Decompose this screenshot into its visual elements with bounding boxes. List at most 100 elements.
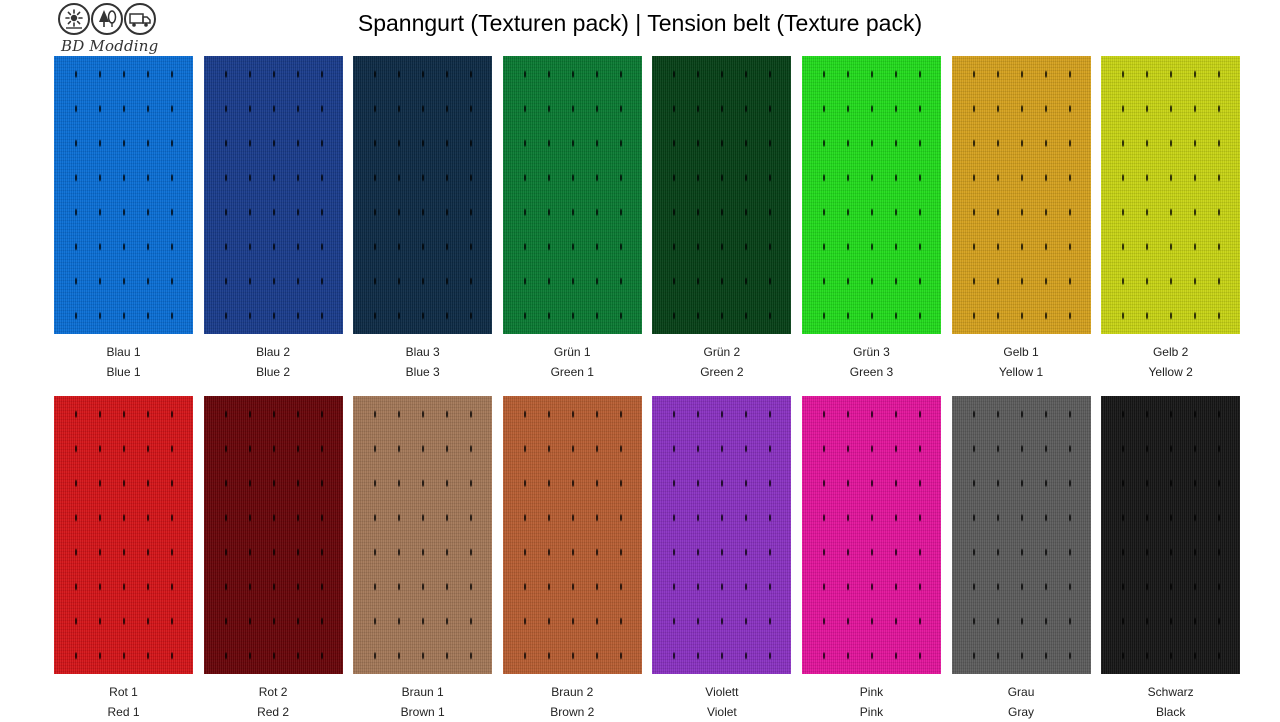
texture-item: Grün 1 Green 1 (502, 56, 642, 382)
texture-item: Grau Gray (951, 396, 1091, 722)
logo-text: BD Modding (61, 37, 159, 55)
swatch-labels: Gelb 2 Yellow 2 (1149, 342, 1193, 382)
label-english: Blue 3 (405, 365, 440, 379)
texture-item: Gelb 1 Yellow 1 (951, 56, 1091, 382)
label-english: Red 1 (107, 705, 140, 719)
stitch-pattern (951, 56, 1091, 334)
label-german: Blau 3 (405, 345, 440, 359)
color-swatch (1101, 56, 1241, 334)
swatch-labels: Gelb 1 Yellow 1 (999, 342, 1043, 382)
swatch-labels: Rot 2 Red 2 (257, 682, 289, 722)
label-german: Schwarz (1147, 685, 1194, 699)
stitch-pattern (801, 396, 941, 674)
label-english: Red 2 (257, 705, 290, 719)
color-swatch (951, 56, 1091, 334)
swatch-labels: Braun 1 Brown 1 (401, 682, 445, 722)
swatch-labels: Grün 3 Green 3 (850, 342, 893, 382)
swatch-labels: Blau 2 Blue 2 (256, 342, 290, 382)
label-german: Braun 1 (401, 685, 444, 699)
label-german: Grün 2 (703, 345, 741, 359)
texture-item: Blau 1 Blue 1 (54, 56, 193, 382)
color-swatch (801, 396, 941, 674)
color-swatch (54, 396, 193, 674)
color-swatch (502, 56, 642, 334)
swatch-labels: Violett Violet (705, 682, 738, 722)
label-english: Green 3 (849, 365, 894, 379)
logo-icons (58, 3, 156, 35)
label-english: Blue 2 (256, 365, 291, 379)
texture-item: Pink Pink (801, 396, 941, 722)
label-english: Green 1 (550, 365, 594, 379)
label-german: Gelb 2 (1152, 345, 1189, 359)
texture-item: Braun 1 Brown 1 (353, 396, 493, 722)
color-swatch (951, 396, 1091, 674)
label-german: Gelb 1 (1003, 345, 1039, 359)
swatch-labels: Braun 2 Brown 2 (550, 682, 594, 722)
label-german: Blau 1 (106, 345, 141, 359)
label-english: Brown 1 (400, 705, 445, 719)
texture-item: Rot 2 Red 2 (203, 396, 343, 722)
color-swatch (652, 396, 792, 674)
stitch-pattern (353, 396, 493, 674)
label-german: Grün 3 (853, 345, 890, 359)
texture-item: Blau 2 Blue 2 (203, 56, 343, 382)
label-german: Grau (1007, 685, 1035, 699)
swatch-row: Blau 1 Blue 1 Blau 2 Blue 2 Blau 3 Blue 3 Grün… (54, 56, 1241, 382)
swatch-labels: Blau 3 Blue 3 (406, 342, 440, 382)
label-german: Rot 1 (109, 685, 138, 699)
stitch-pattern (203, 56, 343, 334)
label-english: Brown 2 (550, 705, 595, 719)
color-swatch (801, 56, 941, 334)
stitch-pattern (54, 56, 193, 334)
label-english: Pink (859, 705, 884, 719)
texture-item: Schwarz Black (1101, 396, 1241, 722)
color-swatch (203, 56, 343, 334)
swatch-grid: Blau 1 Blue 1 Blau 2 Blue 2 Blau 3 Blue 3 Grün… (54, 56, 1241, 722)
swatch-labels: Grün 1 Green 1 (551, 342, 594, 382)
color-swatch (1101, 396, 1241, 674)
stitch-pattern (951, 396, 1091, 674)
label-english: Yellow 1 (998, 365, 1044, 379)
texture-item: Braun 2 Brown 2 (502, 396, 642, 722)
truck-icon (124, 3, 156, 35)
stitch-pattern (54, 396, 193, 674)
texture-item: Blau 3 Blue 3 (353, 56, 493, 382)
label-german: Pink (859, 685, 884, 699)
label-english: Violet (706, 705, 737, 719)
label-english: Black (1155, 705, 1186, 719)
logo: BD Modding (56, 3, 166, 55)
label-english: Green 2 (700, 365, 744, 379)
swatch-labels: Rot 1 Red 1 (107, 682, 139, 722)
label-german: Violett (705, 685, 739, 699)
stitch-pattern (1101, 56, 1241, 334)
swatch-labels: Blau 1 Blue 1 (106, 342, 140, 382)
label-german: Grün 1 (553, 345, 591, 359)
texture-item: Violett Violet (652, 396, 792, 722)
color-swatch (502, 396, 642, 674)
page-title: Spanngurt (Texturen pack) | Tension belt… (357, 10, 923, 36)
swatch-labels: Schwarz Black (1148, 682, 1194, 722)
texture-item: Grün 3 Green 3 (801, 56, 941, 382)
stitch-pattern (502, 396, 642, 674)
label-german: Blau 2 (256, 345, 291, 359)
color-swatch (353, 56, 493, 334)
label-english: Gray (1008, 705, 1035, 719)
stitch-pattern (652, 396, 792, 674)
color-swatch (203, 396, 343, 674)
label-english: Blue 1 (106, 365, 141, 379)
color-swatch (652, 56, 792, 334)
swatch-row: Rot 1 Red 1 Rot 2 Red 2 Braun 1 Brown 1 Braun … (54, 396, 1241, 722)
color-swatch (54, 56, 193, 334)
label-german: Rot 2 (258, 685, 288, 699)
label-german: Braun 2 (551, 685, 594, 699)
stitch-pattern (1101, 396, 1241, 674)
swatch-labels: Grün 2 Green 2 (700, 342, 743, 382)
stitch-pattern (353, 56, 493, 334)
swatch-labels: Pink Pink (860, 682, 883, 722)
stitch-pattern (801, 56, 941, 334)
tree-icon (91, 3, 123, 35)
texture-item: Gelb 2 Yellow 2 (1101, 56, 1241, 382)
stitch-pattern (203, 396, 343, 674)
texture-item: Grün 2 Green 2 (652, 56, 792, 382)
sunflower-icon (58, 3, 90, 35)
